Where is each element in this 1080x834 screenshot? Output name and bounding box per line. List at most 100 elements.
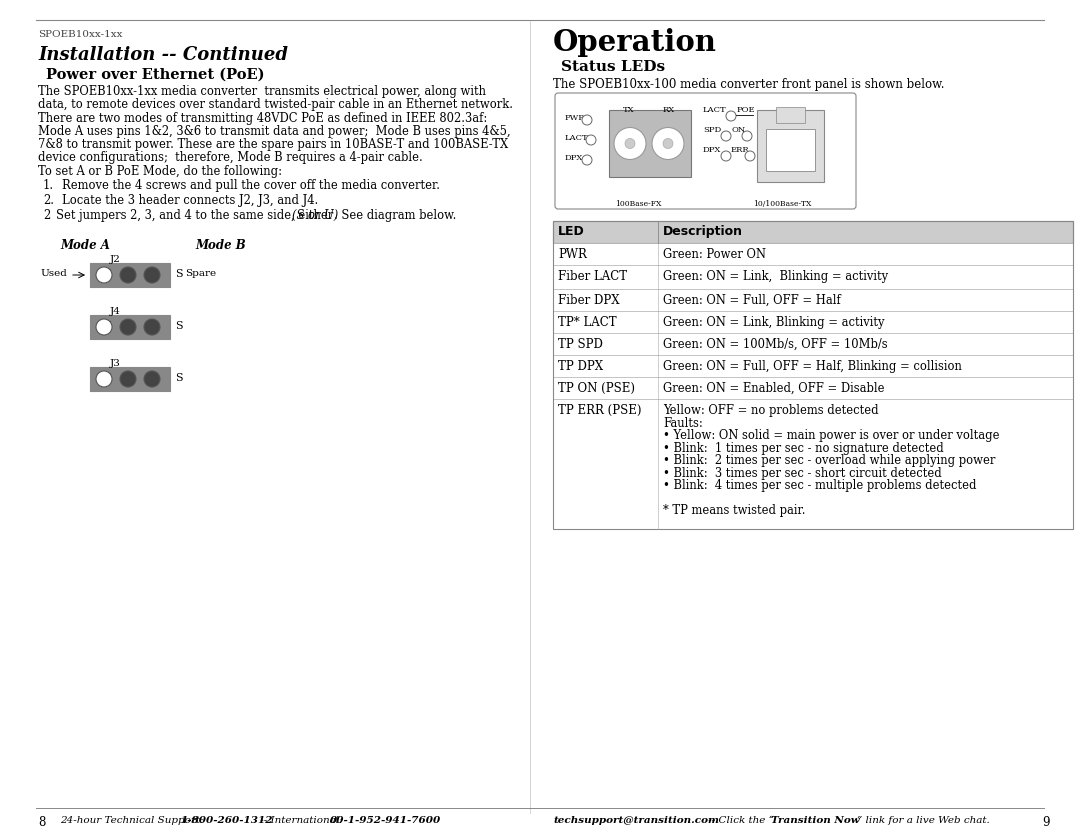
Text: * TP means twisted pair.: * TP means twisted pair. [663,504,806,517]
Text: device configurations;  therefore, Mode B requires a 4-pair cable.: device configurations; therefore, Mode B… [38,151,422,164]
Text: Status LEDs: Status LEDs [561,60,665,74]
Circle shape [663,138,673,148]
Circle shape [742,131,752,141]
Text: U: U [102,321,111,331]
Text: • Blink:  4 times per sec - multiple problems detected: • Blink: 4 times per sec - multiple prob… [663,479,976,492]
Text: ” link for a live Web chat.: ” link for a live Web chat. [858,816,989,825]
Text: J3: J3 [110,359,121,368]
FancyBboxPatch shape [553,399,1074,529]
Text: Fiber LACT: Fiber LACT [558,270,627,283]
FancyBboxPatch shape [90,263,170,287]
Text: Transition Now: Transition Now [771,816,860,825]
Circle shape [96,319,112,335]
Text: ON: ON [731,126,745,134]
Text: Operation: Operation [553,28,717,57]
Text: 2.: 2. [43,194,54,207]
Text: Mode B: Mode B [195,239,245,252]
Circle shape [144,371,160,387]
Text: Installation -- Continued: Installation -- Continued [38,46,288,64]
Text: S: S [175,373,183,383]
FancyBboxPatch shape [757,110,824,182]
Text: (S or U): (S or U) [292,209,338,222]
Text: TP ON (PSE): TP ON (PSE) [558,382,635,395]
Text: 2: 2 [43,209,51,222]
Text: The SPOEB10xx-100 media converter front panel is shown below.: The SPOEB10xx-100 media converter front … [553,78,945,91]
Text: Spare: Spare [185,269,216,278]
Circle shape [144,319,160,335]
Text: -- Click the “: -- Click the “ [705,816,774,825]
Text: • Blink:  3 times per sec - short circuit detected: • Blink: 3 times per sec - short circuit… [663,466,942,480]
Circle shape [726,111,735,121]
Text: • Blink:  2 times per sec - overload while applying power: • Blink: 2 times per sec - overload whil… [663,454,996,467]
FancyBboxPatch shape [609,110,691,177]
Text: -- International:: -- International: [257,816,346,825]
Circle shape [96,371,112,387]
Text: Green: ON = Link,  Blinking = activity: Green: ON = Link, Blinking = activity [663,270,888,283]
Text: Green: Power ON: Green: Power ON [663,248,766,261]
FancyBboxPatch shape [90,367,170,391]
Circle shape [625,138,635,148]
Circle shape [745,151,755,161]
Text: LACT: LACT [565,134,589,142]
Text: J2: J2 [110,255,121,264]
Text: Description: Description [663,225,743,238]
Text: LED: LED [558,225,584,238]
Text: Fiber DPX: Fiber DPX [558,294,620,307]
FancyBboxPatch shape [90,315,170,339]
Text: Power over Ethernet (PoE): Power over Ethernet (PoE) [46,68,265,82]
Text: techsupport@transition.com: techsupport@transition.com [553,816,719,825]
Circle shape [120,319,136,335]
Text: TP DPX: TP DPX [558,360,603,373]
Text: Faults:: Faults: [663,416,703,430]
FancyBboxPatch shape [553,355,1074,377]
Text: 1.: 1. [43,179,54,192]
Text: Green: ON = Enabled, OFF = Disable: Green: ON = Enabled, OFF = Disable [663,382,885,395]
FancyBboxPatch shape [766,129,815,171]
FancyBboxPatch shape [555,93,856,209]
Text: • Blink:  1 times per sec - no signature detected: • Blink: 1 times per sec - no signature … [663,441,944,455]
Text: 100Base-FX: 100Base-FX [615,200,661,208]
Circle shape [721,131,731,141]
Text: Set jumpers 2, 3, and 4 to the same side, either: Set jumpers 2, 3, and 4 to the same side… [56,209,337,222]
Text: DPX: DPX [565,154,583,162]
Text: To set A or B PoE Mode, do the following:: To set A or B PoE Mode, do the following… [38,165,282,178]
FancyBboxPatch shape [553,289,1074,311]
Text: Green: ON = Full, OFF = Half, Blinking = collision: Green: ON = Full, OFF = Half, Blinking =… [663,360,962,373]
Text: There are two modes of transmitting 48VDC PoE as defined in IEEE 802.3af:: There are two modes of transmitting 48VD… [38,112,487,125]
Text: Green: ON = Link, Blinking = activity: Green: ON = Link, Blinking = activity [663,316,885,329]
Circle shape [120,371,136,387]
Text: SPOEB10xx-1xx: SPOEB10xx-1xx [38,30,122,39]
Text: ERR: ERR [731,146,750,154]
Text: • Yellow: ON solid = main power is over or under voltage: • Yellow: ON solid = main power is over … [663,429,999,442]
Text: RX: RX [663,106,675,114]
Circle shape [586,135,596,145]
Text: Green: ON = 100Mb/s, OFF = 10Mb/s: Green: ON = 100Mb/s, OFF = 10Mb/s [663,338,888,351]
Text: Locate the 3 header connects J2, J3, and J4.: Locate the 3 header connects J2, J3, and… [62,194,319,207]
Text: Green: ON = Full, OFF = Half: Green: ON = Full, OFF = Half [663,294,840,307]
FancyBboxPatch shape [553,243,1074,265]
Text: 8: 8 [38,816,45,829]
Text: 1-800-260-1312: 1-800-260-1312 [180,816,272,825]
Circle shape [582,155,592,165]
Text: J4: J4 [110,307,121,316]
Text: Yellow: OFF = no problems detected: Yellow: OFF = no problems detected [663,404,879,417]
Text: LACT: LACT [703,106,727,114]
Text: data, to remote devices over standard twisted-pair cable in an Ethernet network.: data, to remote devices over standard tw… [38,98,513,111]
Text: 9: 9 [1042,816,1050,829]
Text: S: S [175,269,183,279]
Text: PWR: PWR [565,114,585,122]
FancyBboxPatch shape [553,221,1074,243]
Text: TP* LACT: TP* LACT [558,316,617,329]
Circle shape [721,151,731,161]
Text: S: S [175,321,183,331]
Text: TP SPD: TP SPD [558,338,603,351]
Text: Remove the 4 screws and pull the cover off the media converter.: Remove the 4 screws and pull the cover o… [62,179,440,192]
Text: PWR: PWR [558,248,586,261]
Text: Mode A: Mode A [60,239,110,252]
Text: . See diagram below.: . See diagram below. [334,209,457,222]
FancyBboxPatch shape [553,265,1074,289]
FancyBboxPatch shape [553,333,1074,355]
Text: Used: Used [40,269,67,278]
Circle shape [652,128,684,159]
FancyBboxPatch shape [553,311,1074,333]
